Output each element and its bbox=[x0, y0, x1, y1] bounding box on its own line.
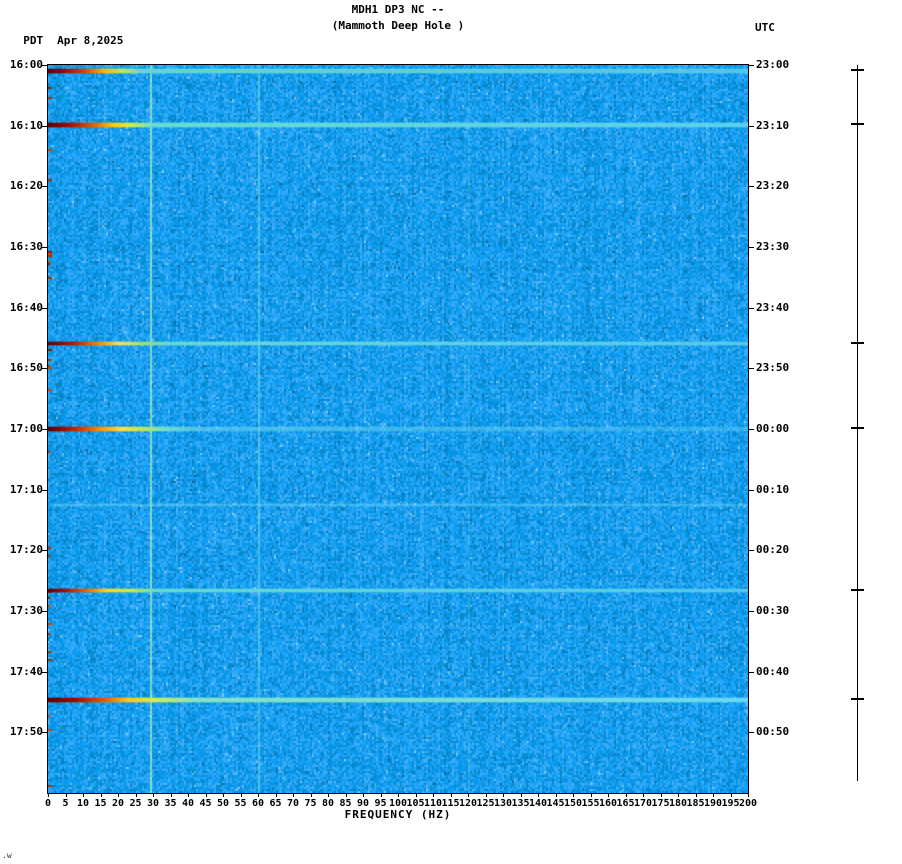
right-time-label: 23:30 bbox=[756, 240, 790, 253]
left-time-label: 17:00 bbox=[9, 422, 43, 435]
right-time-label: 23:40 bbox=[756, 300, 790, 314]
x-axis-tick bbox=[503, 794, 504, 797]
left-time-label: 17:30 bbox=[9, 604, 43, 617]
x-axis-tick bbox=[485, 794, 487, 797]
x-axis-tick bbox=[293, 794, 294, 797]
right-time-label: 00:10 bbox=[756, 482, 790, 496]
right-time-label: 00:50 bbox=[756, 725, 790, 739]
x-axis-title: FREQUENCY (HZ) bbox=[344, 808, 452, 821]
x-axis-tick bbox=[380, 794, 382, 797]
left-time-label: 16:20 bbox=[9, 179, 43, 193]
left-time-label: 17:20 bbox=[9, 543, 43, 557]
x-axis-tick bbox=[48, 794, 49, 797]
right-time-label: 00:40 bbox=[756, 664, 790, 678]
x-axis-tick bbox=[643, 794, 644, 797]
event-mark-tick bbox=[851, 69, 864, 71]
x-axis-tick bbox=[573, 794, 574, 797]
x-axis-tick bbox=[730, 794, 732, 797]
header-left: PDT Apr 8,2025 bbox=[10, 21, 123, 47]
x-axis-tick bbox=[310, 794, 312, 797]
right-time-label: 23:10 bbox=[756, 118, 790, 132]
x-axis-tick bbox=[170, 794, 172, 797]
footer-glyph: .w bbox=[2, 851, 12, 860]
left-time-label: 16:40 bbox=[9, 300, 43, 314]
right-time-label: 23:50 bbox=[756, 361, 790, 375]
x-axis-tick bbox=[65, 794, 67, 797]
date-label: Apr 8,2025 bbox=[57, 34, 124, 47]
event-mark-tick bbox=[851, 123, 864, 125]
left-time-label: 17:50 bbox=[9, 725, 43, 739]
x-axis-tick bbox=[100, 794, 102, 797]
x-axis-tick bbox=[118, 794, 119, 797]
station-title: MDH1 DP3 NC -- bbox=[351, 3, 445, 16]
x-axis-tick bbox=[433, 794, 434, 797]
right-time-label: 00:30 bbox=[756, 604, 790, 617]
x-axis-tick bbox=[153, 794, 154, 797]
timezone-right-label: UTC bbox=[755, 21, 775, 34]
x-axis-tick bbox=[590, 794, 592, 797]
x-axis-tick bbox=[520, 794, 522, 797]
spectrogram-canvas bbox=[48, 65, 748, 793]
x-axis-tick bbox=[555, 794, 557, 797]
x-axis-tick bbox=[398, 794, 399, 797]
x-axis-tick bbox=[660, 794, 662, 797]
left-time-label: 16:10 bbox=[9, 118, 43, 132]
x-axis-tick bbox=[695, 794, 697, 797]
station-subtitle: (Mammoth Deep Hole ) bbox=[331, 19, 465, 32]
x-axis-tick bbox=[205, 794, 207, 797]
event-mark-tick bbox=[851, 342, 864, 344]
event-mark-tick bbox=[851, 589, 864, 591]
right-time-label: 23:00 bbox=[756, 58, 790, 71]
left-time-label: 16:50 bbox=[9, 361, 43, 375]
event-bar-line bbox=[857, 65, 858, 781]
x-axis-tick bbox=[713, 794, 714, 797]
x-axis-tick bbox=[188, 794, 189, 797]
right-time-label: 00:00 bbox=[756, 422, 790, 435]
left-time-label: 16:30 bbox=[9, 240, 43, 253]
x-axis-tick bbox=[608, 794, 609, 797]
x-axis-tick bbox=[135, 794, 137, 797]
event-mark-tick bbox=[851, 698, 864, 700]
timezone-left-label: PDT bbox=[23, 34, 44, 47]
left-time-label: 16:00 bbox=[9, 58, 43, 71]
x-axis-tick bbox=[345, 794, 347, 797]
x-axis-tick bbox=[415, 794, 417, 797]
right-time-label: 23:20 bbox=[756, 179, 790, 193]
x-axis-tick bbox=[538, 794, 539, 797]
right-time-label: 00:20 bbox=[756, 543, 790, 557]
x-axis-tick bbox=[240, 794, 242, 797]
x-axis-tick bbox=[328, 794, 329, 797]
x-axis-tick bbox=[625, 794, 627, 797]
left-time-label: 17:10 bbox=[9, 482, 43, 496]
x-axis-tick bbox=[678, 794, 679, 797]
event-mark-tick bbox=[851, 427, 864, 429]
x-axis-tick bbox=[450, 794, 452, 797]
x-axis-tick bbox=[468, 794, 469, 797]
x-axis-tick bbox=[275, 794, 277, 797]
x-axis-tick bbox=[83, 794, 84, 797]
x-axis-tick bbox=[748, 794, 749, 797]
left-time-label: 17:40 bbox=[9, 664, 43, 678]
x-axis-tick bbox=[223, 794, 224, 797]
spectrogram-plot-frame bbox=[47, 64, 749, 794]
x-axis-tick bbox=[258, 794, 259, 797]
x-axis-tick bbox=[363, 794, 364, 797]
